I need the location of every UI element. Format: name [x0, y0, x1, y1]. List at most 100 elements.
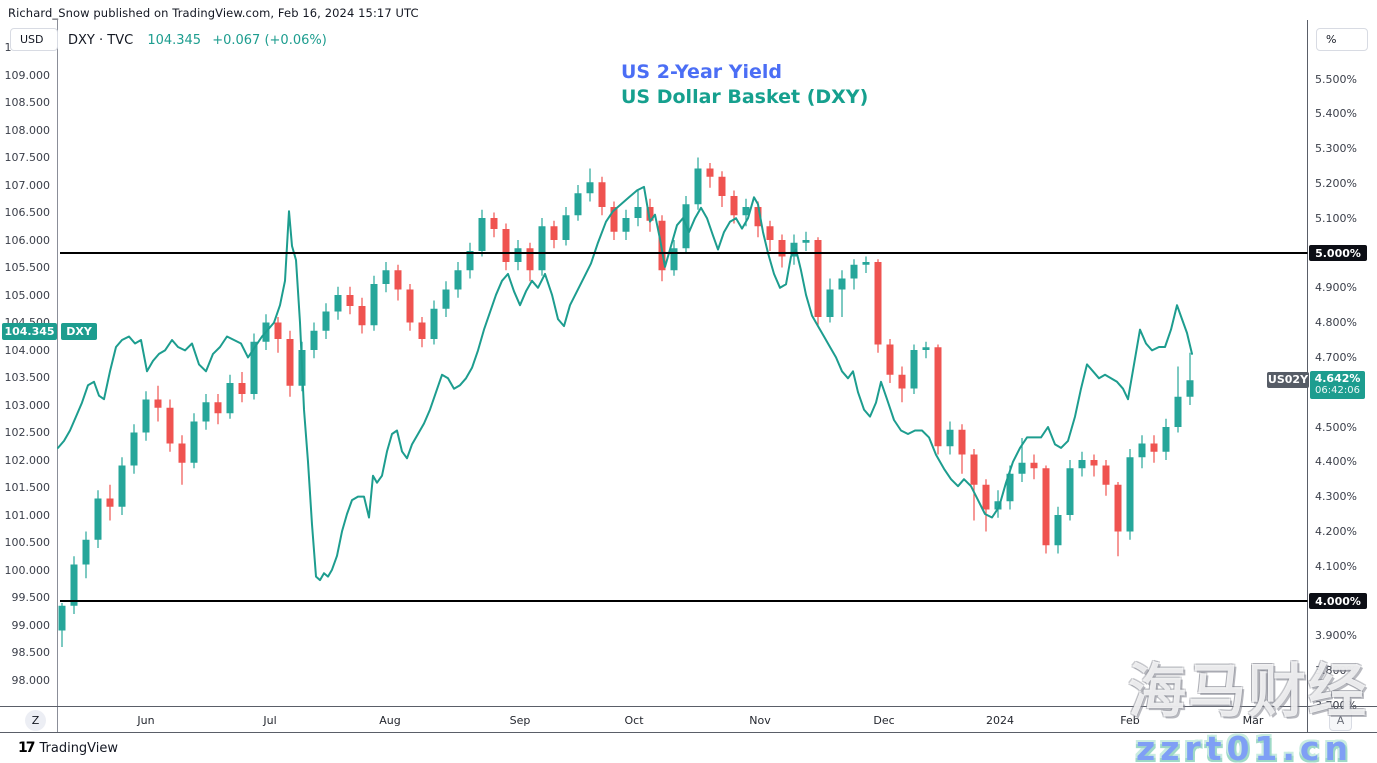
- candle-body: [502, 229, 510, 262]
- candle-body: [430, 308, 438, 339]
- candle-body: [550, 226, 558, 240]
- candle-body: [982, 484, 990, 510]
- candle-body: [958, 429, 966, 455]
- x-axis-label: Nov: [749, 714, 771, 727]
- candle-body: [1162, 427, 1170, 452]
- candle-body: [1150, 443, 1158, 452]
- candle-body: [526, 248, 534, 271]
- x-axis-label: Jun: [137, 714, 155, 727]
- us02y-price-value: 4.642%: [1314, 371, 1361, 385]
- candle-body: [334, 295, 342, 312]
- y-axis-label-left: 100.000: [4, 563, 51, 577]
- hline-4000-label-badge: 4.000%: [1309, 593, 1367, 609]
- auto-scale-button[interactable]: A: [1329, 709, 1352, 731]
- symbol-legend[interactable]: DXY · TVC 104.345 +0.067 (+0.06%): [68, 33, 327, 48]
- y-axis-label-right: 4.800%: [1315, 316, 1357, 330]
- candle-body: [310, 330, 318, 350]
- candle-body: [646, 207, 654, 221]
- y-axis-label-left: 103.500: [4, 371, 51, 384]
- candle-body: [166, 407, 174, 444]
- x-axis-label: Feb: [1120, 714, 1140, 727]
- candle-body: [394, 270, 402, 290]
- y-axis-label-left: 108.500: [4, 96, 51, 109]
- candle-body: [1018, 462, 1026, 474]
- tradingview-logo[interactable]: 17 TradingView: [18, 740, 118, 756]
- candle-body: [622, 218, 630, 232]
- hline-5000-label-badge: 5.000%: [1309, 245, 1367, 261]
- candle-body: [946, 429, 954, 447]
- y-axis-label-left: 99.500: [11, 591, 51, 604]
- candle-body: [1186, 380, 1194, 397]
- y-axis-label-right: 4.900%: [1315, 281, 1357, 295]
- candle-body: [754, 207, 762, 227]
- x-axis-label: Mar: [1242, 714, 1264, 727]
- time-axis[interactable]: Z A Jun Jul Aug Sep Oct Nov Dec 2024 Feb Mar: [0, 706, 1377, 733]
- candle-body: [418, 322, 426, 339]
- right-axis-percent-button[interactable]: %: [1316, 28, 1368, 51]
- candle-body: [922, 347, 930, 350]
- candle-body: [1090, 460, 1098, 466]
- y-axis-label-left: 106.500: [4, 206, 51, 219]
- timezone-button[interactable]: Z: [25, 710, 46, 731]
- dxy-last-price-badge: 104.345: [2, 323, 57, 341]
- candle-body: [370, 284, 378, 326]
- y-axis-label-right: 4.500%: [1315, 420, 1357, 434]
- candle-body: [1138, 443, 1146, 458]
- candle-body: [1078, 460, 1086, 469]
- x-axis-label: 2024: [986, 714, 1014, 727]
- y-axis-label-right: 4.700%: [1315, 350, 1357, 364]
- y-axis-label-left: 104.000: [4, 343, 51, 357]
- candle-body: [1126, 457, 1134, 532]
- y-axis-label-right: 5.200%: [1315, 176, 1357, 190]
- y-axis-label-left: 105.000: [4, 288, 51, 302]
- candle-body: [1174, 396, 1182, 427]
- candle-body: [598, 182, 606, 207]
- tradingview-logo-icon: 17: [18, 740, 36, 756]
- candle-body: [934, 347, 942, 447]
- y-axis-label-right: 3.700%: [1315, 698, 1357, 712]
- y-axis-label-right: 4.200%: [1315, 524, 1357, 538]
- candle-body: [850, 264, 858, 279]
- candle-body: [322, 311, 330, 331]
- candle-body: [910, 350, 918, 389]
- y-axis-label-left: 98.000: [11, 673, 51, 687]
- y-axis-label-left: 107.000: [4, 178, 51, 192]
- candle-body: [1042, 468, 1050, 546]
- y-axis-label-right: 4.400%: [1315, 455, 1357, 469]
- y-axis-label-right: 5.400%: [1315, 107, 1357, 121]
- y-axis-label-right: 3.800%: [1315, 664, 1357, 678]
- y-axis-label-left: 101.000: [4, 508, 51, 522]
- candle-body: [634, 207, 642, 218]
- candle-body: [154, 399, 162, 408]
- candle-body: [142, 399, 150, 433]
- chart-title-annotation: US 2-Year Yield US Dollar Basket (DXY): [621, 60, 868, 110]
- us02y-last-price-badge: 4.642% 06:42:06: [1310, 370, 1365, 399]
- candle-body: [586, 182, 594, 194]
- y-axis-label-left: 103.000: [4, 398, 51, 412]
- title-us2y: US 2-Year Yield: [621, 61, 783, 83]
- candle-body: [178, 443, 186, 463]
- candle-body: [238, 383, 246, 394]
- y-axis-label-right: 4.100%: [1315, 559, 1357, 573]
- candle-body: [82, 539, 90, 565]
- yield-line: [57, 185, 1193, 582]
- candle-body: [802, 240, 810, 243]
- candle-body: [874, 262, 882, 345]
- candle-body: [994, 501, 1002, 510]
- y-axis-label-left: 99.000: [11, 618, 51, 632]
- candle-body: [94, 498, 102, 540]
- y-axis-label-left: 105.500: [4, 261, 51, 274]
- left-axis-currency-button[interactable]: USD: [10, 28, 58, 51]
- candle-body: [538, 226, 546, 271]
- candle-body: [214, 402, 222, 414]
- candle-body: [1054, 515, 1062, 546]
- y-axis-label-right: 3.900%: [1315, 629, 1357, 643]
- candle-body: [202, 402, 210, 422]
- candle-body: [1006, 473, 1014, 502]
- y-axis-label-left: 108.000: [4, 123, 51, 137]
- candle-body: [778, 240, 786, 257]
- candle-body: [70, 564, 78, 606]
- tradingview-logo-text: TradingView: [39, 740, 119, 756]
